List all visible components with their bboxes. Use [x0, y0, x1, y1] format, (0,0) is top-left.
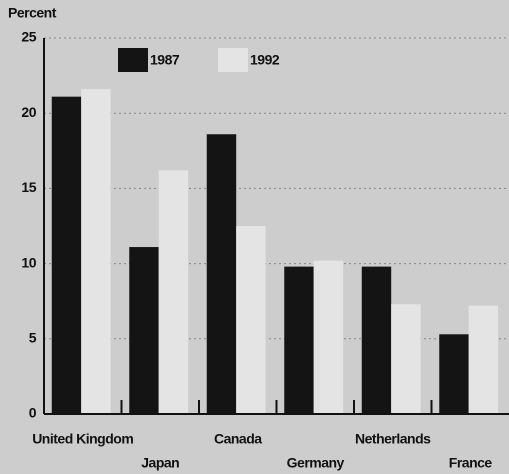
bar	[361, 266, 392, 414]
x-tick-label: Canada	[214, 431, 262, 447]
y-tick-label: 15	[21, 179, 36, 195]
bar	[129, 247, 159, 414]
bar	[236, 226, 266, 414]
legend-label: 1987	[150, 52, 180, 68]
x-tick-label: France	[449, 455, 493, 471]
bar	[313, 260, 344, 414]
legend-swatch	[118, 48, 148, 72]
y-tick-label: 10	[21, 254, 36, 270]
bar	[284, 266, 314, 414]
x-tick-label: Netherlands	[355, 431, 431, 447]
x-tick-label: Germany	[287, 455, 345, 471]
y-axis-label: Percent	[8, 5, 57, 21]
y-tick-label: 20	[21, 104, 36, 120]
bar	[468, 305, 499, 414]
legend-label: 1992	[250, 52, 280, 68]
bar	[391, 304, 421, 414]
x-tick-label: Japan	[141, 455, 179, 471]
y-tick-label: 0	[29, 405, 37, 421]
bar	[439, 334, 469, 414]
y-tick-label: 5	[29, 330, 37, 346]
bar	[81, 89, 111, 415]
legend-swatch	[218, 48, 248, 72]
x-tick-label: United Kingdom	[32, 431, 133, 447]
y-tick-label: 25	[21, 29, 36, 45]
bar	[51, 96, 82, 414]
bar	[158, 170, 189, 414]
bar	[206, 134, 237, 415]
